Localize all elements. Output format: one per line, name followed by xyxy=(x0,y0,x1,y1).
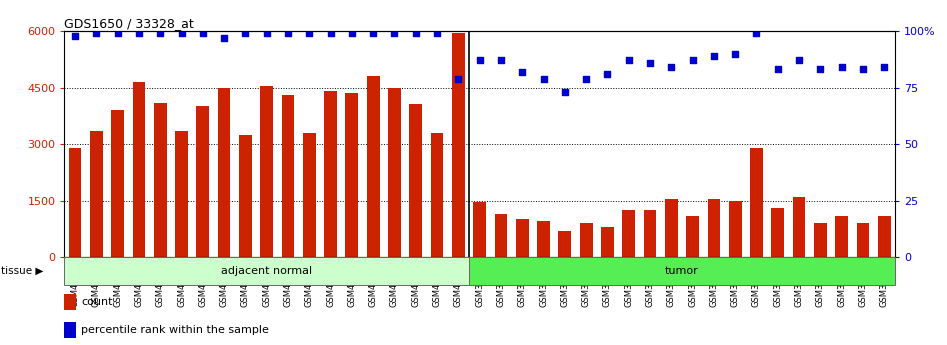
Point xyxy=(493,58,509,63)
Bar xyxy=(707,199,721,257)
Bar xyxy=(239,135,252,257)
Point xyxy=(472,58,487,63)
Bar xyxy=(516,219,528,257)
Bar xyxy=(64,322,77,338)
Point xyxy=(877,65,892,70)
Point xyxy=(579,76,594,81)
Bar xyxy=(559,231,571,257)
Bar xyxy=(68,148,81,257)
Text: count: count xyxy=(81,297,113,307)
Bar xyxy=(64,257,469,285)
Bar xyxy=(303,133,315,257)
Bar xyxy=(281,95,295,257)
Point xyxy=(408,31,423,36)
Point xyxy=(366,31,381,36)
Bar xyxy=(452,33,465,257)
Point xyxy=(152,31,168,36)
Point xyxy=(792,58,807,63)
Point xyxy=(259,31,275,36)
Bar xyxy=(218,88,230,257)
Point xyxy=(514,69,529,75)
Bar xyxy=(474,203,486,257)
Bar xyxy=(260,86,273,257)
Point xyxy=(834,65,849,70)
Point xyxy=(195,31,210,36)
Point xyxy=(727,51,742,57)
Point xyxy=(430,31,445,36)
Bar xyxy=(878,216,891,257)
Bar xyxy=(196,106,209,257)
Bar xyxy=(729,200,742,257)
Text: adjacent normal: adjacent normal xyxy=(222,266,313,276)
Point xyxy=(302,31,317,36)
Bar xyxy=(175,131,188,257)
Point xyxy=(855,67,870,72)
Point xyxy=(770,67,785,72)
Bar xyxy=(431,133,443,257)
Text: GDS1650 / 33328_at: GDS1650 / 33328_at xyxy=(64,17,194,30)
Bar xyxy=(537,221,550,257)
Bar xyxy=(857,223,869,257)
Point xyxy=(706,53,722,59)
Point xyxy=(387,31,402,36)
Point xyxy=(642,60,657,66)
Point xyxy=(599,71,615,77)
Point xyxy=(89,31,104,36)
Bar xyxy=(153,102,167,257)
Text: percentile rank within the sample: percentile rank within the sample xyxy=(81,325,269,335)
Point xyxy=(323,31,338,36)
Point xyxy=(813,67,828,72)
Bar xyxy=(814,223,827,257)
Point xyxy=(451,76,466,81)
Bar xyxy=(388,88,401,257)
Bar xyxy=(133,82,145,257)
Point xyxy=(217,35,232,41)
Text: tumor: tumor xyxy=(665,266,699,276)
Bar xyxy=(793,197,806,257)
Point xyxy=(685,58,700,63)
Bar xyxy=(622,210,635,257)
Bar xyxy=(644,210,656,257)
Point xyxy=(557,89,572,95)
Bar xyxy=(772,208,784,257)
Point xyxy=(749,31,764,36)
Bar xyxy=(665,199,678,257)
Bar xyxy=(90,131,102,257)
Point xyxy=(664,65,679,70)
Bar xyxy=(601,227,614,257)
Point xyxy=(132,31,147,36)
Point xyxy=(238,31,253,36)
Point xyxy=(536,76,551,81)
Bar xyxy=(111,110,124,257)
Point xyxy=(110,31,125,36)
Bar xyxy=(409,105,422,257)
Point xyxy=(345,31,360,36)
Bar xyxy=(346,93,358,257)
Point xyxy=(67,33,82,38)
Bar xyxy=(366,76,380,257)
Text: tissue ▶: tissue ▶ xyxy=(1,266,44,276)
Bar xyxy=(835,216,849,257)
Point xyxy=(174,31,189,36)
Bar xyxy=(494,214,508,257)
Bar xyxy=(469,257,895,285)
Point xyxy=(621,58,636,63)
Bar xyxy=(324,91,337,257)
Bar xyxy=(580,223,593,257)
Bar xyxy=(750,148,763,257)
Point xyxy=(280,31,295,36)
Bar xyxy=(64,294,77,310)
Bar xyxy=(687,216,699,257)
